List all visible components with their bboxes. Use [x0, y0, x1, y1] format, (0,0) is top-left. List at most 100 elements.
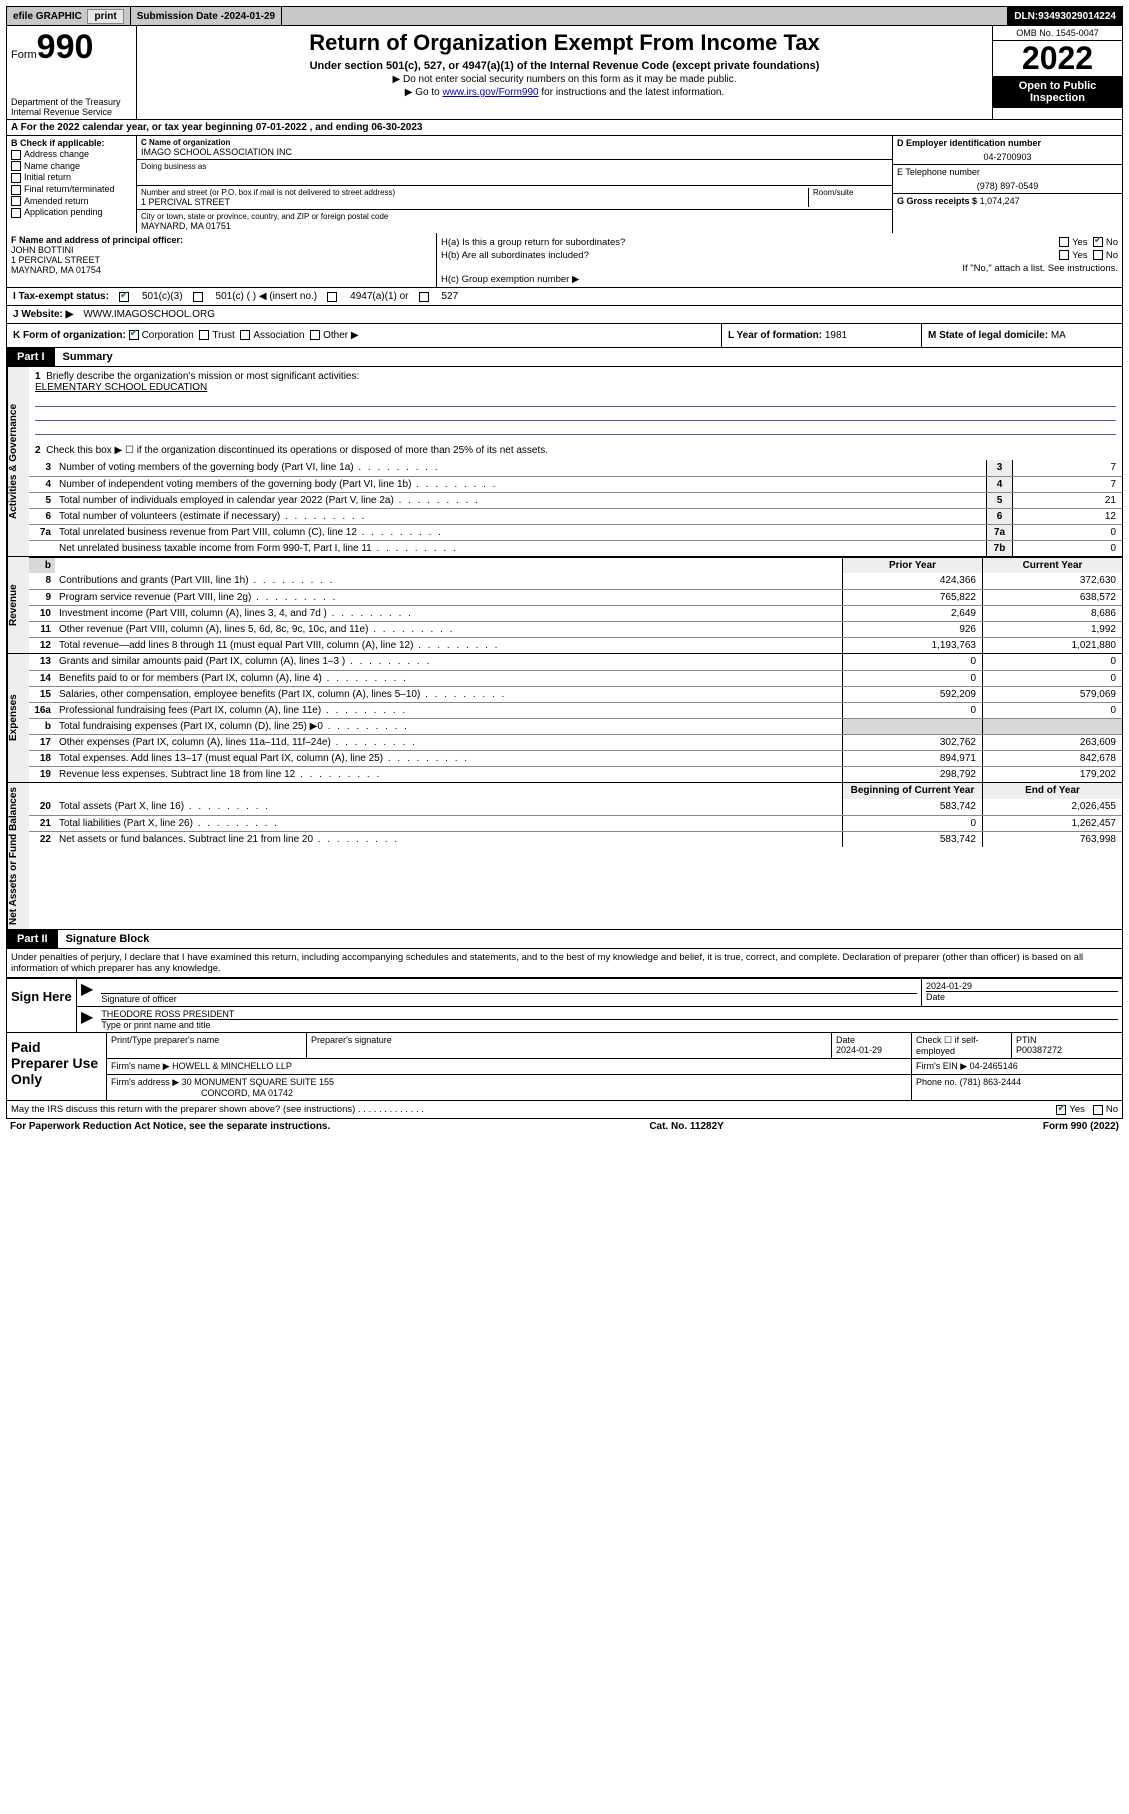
- curr-val: [982, 719, 1122, 734]
- paid-row1: Print/Type preparer's name Preparer's si…: [107, 1033, 1122, 1059]
- chk-name-change[interactable]: Name change: [11, 161, 132, 172]
- m-state-domicile: M State of legal domicile: MA: [922, 324, 1122, 347]
- table-row: 9Program service revenue (Part VIII, lin…: [29, 589, 1122, 605]
- prior-val: 0: [842, 654, 982, 670]
- date-label: Date: [926, 992, 945, 1002]
- ha-no-chk[interactable]: [1093, 237, 1103, 247]
- rev-colhdr: b Prior Year Current Year: [29, 557, 1122, 573]
- addr-label: Number and street (or P.O. box if mail i…: [141, 188, 808, 197]
- line-desc: Total number of individuals employed in …: [55, 493, 986, 508]
- officer-name: JOHN BOTTINI: [11, 245, 432, 255]
- officer-typed-name: THEODORE ROSS PRESIDENT: [101, 1009, 1118, 1019]
- org-name: IMAGO SCHOOL ASSOCIATION INC: [141, 147, 888, 157]
- shade-cell: b: [29, 558, 55, 573]
- k-corp-chk[interactable]: [129, 330, 139, 340]
- ha-yes-chk[interactable]: [1059, 237, 1069, 247]
- line-desc: Revenue less expenses. Subtract line 18 …: [55, 767, 842, 782]
- prior-val: 298,792: [842, 767, 982, 782]
- section-revenue: Revenue b Prior Year Current Year 8Contr…: [6, 557, 1123, 654]
- mission-text: ELEMENTARY SCHOOL EDUCATION: [35, 382, 1116, 393]
- prior-val: 583,742: [842, 799, 982, 815]
- i-4947-chk[interactable]: [327, 292, 337, 302]
- line-desc: Total assets (Part X, line 16): [55, 799, 842, 815]
- room-label: Room/suite: [813, 188, 888, 197]
- line-num: 19: [29, 767, 55, 782]
- omb-number: OMB No. 1545-0047: [993, 26, 1122, 41]
- discuss-yes-chk[interactable]: [1056, 1105, 1066, 1115]
- q2-text: Check this box ▶ ☐ if the organization d…: [46, 445, 548, 456]
- i-label: I Tax-exempt status:: [13, 291, 109, 302]
- table-row: bTotal fundraising expenses (Part IX, co…: [29, 718, 1122, 734]
- curr-val: 0: [982, 654, 1122, 670]
- firm-ein: 04-2465146: [970, 1061, 1018, 1071]
- i-501c-chk[interactable]: [193, 292, 203, 302]
- k-assoc-chk[interactable]: [240, 330, 250, 340]
- vlabel-net-assets: Net Assets or Fund Balances: [7, 783, 29, 929]
- footer-mid: Cat. No. 11282Y: [649, 1121, 723, 1132]
- end-year-hdr: End of Year: [982, 783, 1122, 799]
- form-header: Form990 Department of the Treasury Inter…: [6, 26, 1123, 120]
- addr-block: Number and street (or P.O. box if mail i…: [137, 186, 892, 210]
- sig-officer-label: Signature of officer: [101, 994, 176, 1004]
- chk-application-pending[interactable]: Application pending: [11, 207, 132, 218]
- prior-year-hdr: Prior Year: [842, 558, 982, 573]
- prior-val: 0: [842, 671, 982, 686]
- line-num: 12: [29, 638, 55, 653]
- part2-title: Signature Block: [58, 930, 158, 948]
- line-desc: Investment income (Part VIII, column (A)…: [55, 606, 842, 621]
- form-number: 990: [37, 28, 94, 66]
- line-desc: Professional fundraising fees (Part IX, …: [55, 703, 842, 718]
- line-val: 12: [1012, 509, 1122, 524]
- line-num: 9: [29, 590, 55, 605]
- line-val: 7: [1012, 477, 1122, 492]
- gov-line: 6Total number of volunteers (estimate if…: [29, 508, 1122, 524]
- irs-link[interactable]: www.irs.gov/Form990: [442, 87, 538, 98]
- g-gross-block: G Gross receipts $ 1,074,247: [893, 194, 1122, 208]
- line-num: b: [29, 719, 55, 734]
- footer-right: Form 990 (2022): [1043, 1121, 1119, 1132]
- chk-amended-return[interactable]: Amended return: [11, 196, 132, 207]
- curr-val: 842,678: [982, 751, 1122, 766]
- line-num: 16a: [29, 703, 55, 718]
- chk-address-change[interactable]: Address change: [11, 149, 132, 160]
- table-row: 17Other expenses (Part IX, column (A), l…: [29, 734, 1122, 750]
- line-num: 18: [29, 751, 55, 766]
- hb-no-chk[interactable]: [1093, 250, 1103, 260]
- k-form-org: K Form of organization: Corporation Trus…: [7, 324, 722, 347]
- section-net-assets: Net Assets or Fund Balances Beginning of…: [6, 783, 1123, 930]
- e-label: E Telephone number: [897, 167, 1118, 177]
- line-num: 13: [29, 654, 55, 670]
- officer-addr2: MAYNARD, MA 01754: [11, 265, 432, 275]
- prior-val: 302,762: [842, 735, 982, 750]
- chk-final-return[interactable]: Final return/terminated: [11, 184, 132, 195]
- efile-label: efile GRAPHIC print: [7, 7, 131, 25]
- print-button[interactable]: print: [87, 9, 123, 24]
- open-to-public: Open to Public Inspection: [993, 76, 1122, 108]
- mission-line: [35, 423, 1116, 435]
- curr-val: 1,021,880: [982, 638, 1122, 653]
- q2-block: 2 Check this box ▶ ☐ if the organization…: [29, 441, 1122, 460]
- i-501c3-chk[interactable]: [119, 292, 129, 302]
- part1-tag: Part I: [7, 348, 55, 366]
- q1-text: Briefly describe the organization's miss…: [46, 371, 359, 382]
- chk-initial-return[interactable]: Initial return: [11, 172, 132, 183]
- hb-yes-chk[interactable]: [1059, 250, 1069, 260]
- prep-date-cell: Date 2024-01-29: [832, 1033, 912, 1058]
- paid-preparer-label: Paid Preparer Use Only: [7, 1033, 107, 1100]
- line-num: 6: [29, 509, 55, 524]
- k-trust-chk[interactable]: [199, 330, 209, 340]
- k-other-chk[interactable]: [310, 330, 320, 340]
- city-value: MAYNARD, MA 01751: [141, 221, 888, 231]
- discuss-no-chk[interactable]: [1093, 1105, 1103, 1115]
- gov-line: 4Number of independent voting members of…: [29, 476, 1122, 492]
- i-527-chk[interactable]: [419, 292, 429, 302]
- line-num: 8: [29, 573, 55, 589]
- arrow-icon: ▶: [77, 979, 97, 1006]
- line-num: 22: [29, 832, 55, 847]
- line-desc: Other expenses (Part IX, column (A), lin…: [55, 735, 842, 750]
- line-num: 4: [29, 477, 55, 492]
- table-row: 20Total assets (Part X, line 16)583,7422…: [29, 799, 1122, 815]
- l-year-formation: L Year of formation: 1981: [722, 324, 922, 347]
- line-num: 5: [29, 493, 55, 508]
- curr-val: 0: [982, 703, 1122, 718]
